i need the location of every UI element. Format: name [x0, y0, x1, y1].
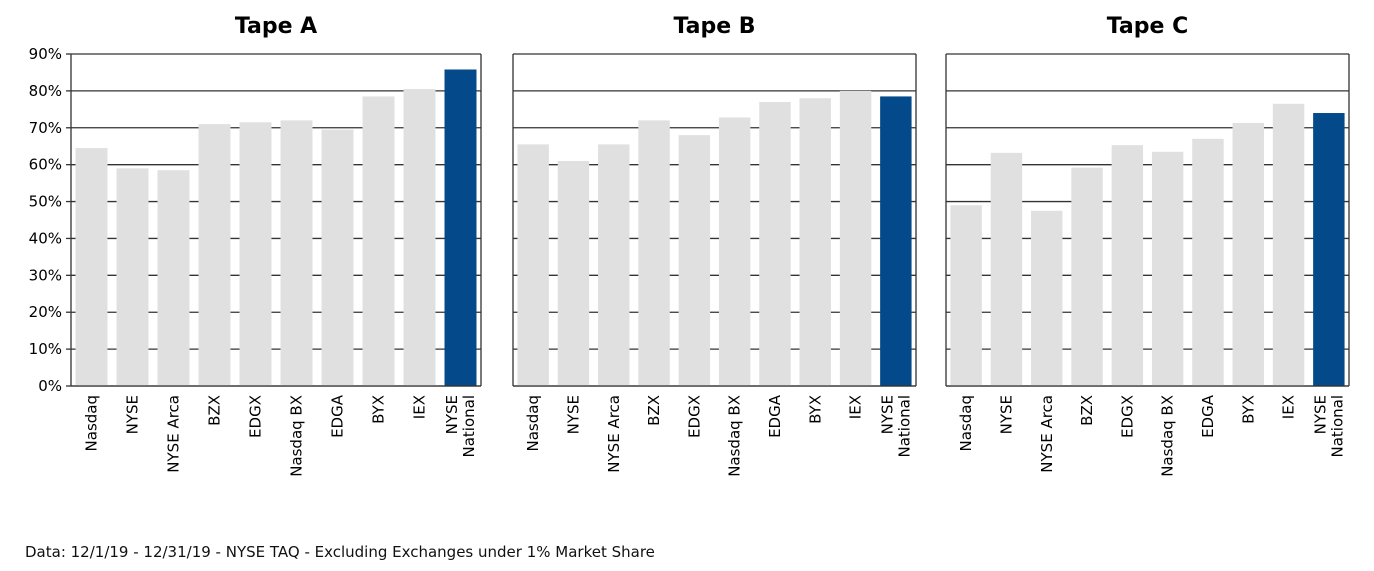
y-tick-label: 50%: [29, 193, 62, 211]
x-tick-label: EDGA: [329, 394, 347, 438]
bar-edga: [1192, 138, 1224, 386]
x-tick-label: NYSE Arca: [605, 395, 623, 473]
x-tick-label: BYX: [806, 395, 824, 424]
x-tick-label: IEX: [1280, 395, 1298, 419]
bar-edga: [759, 101, 791, 386]
x-tick-label: Nasdaq BX: [1159, 395, 1177, 477]
x-tick-label: National: [1328, 395, 1346, 458]
x-tick-label: Nasdaq: [83, 395, 101, 451]
x-tick-label: Nasdaq BX: [288, 395, 306, 477]
x-tick-label: EDGA: [766, 394, 784, 438]
chart-panel-1: Tape A 0% 10% 20% 30% 40% 50% 60% 70% 80% 90% Nasda…: [29, 14, 482, 477]
bar-nyse-national: [444, 69, 477, 386]
bar-bzx: [198, 124, 231, 386]
bar-nyse-arca: [157, 170, 190, 386]
bar-edga: [321, 129, 354, 386]
bar-nyse: [990, 152, 1023, 386]
chart-panel-3: Tape C Nasdaq NYSE NYSE Arca BZX EDGX Nasdaq B…: [945, 14, 1350, 477]
chart-title: Tape C: [1107, 14, 1189, 39]
x-tick-label: BZX: [645, 395, 663, 426]
x-tick-label: EDGX: [1118, 395, 1136, 438]
bar-bzx: [1071, 167, 1103, 386]
y-tick-label: 30%: [29, 266, 62, 284]
y-tick-label: 70%: [29, 119, 62, 137]
x-tick-label: NYSE: [997, 395, 1015, 434]
x-tick-label: Nasdaq BX: [726, 395, 744, 477]
bar-edgx: [1111, 145, 1144, 386]
bar-nasdaq-bx: [1151, 151, 1184, 386]
x-tick-label: IEX: [411, 395, 429, 419]
bar-iex: [839, 90, 872, 386]
bar-edgx: [239, 122, 272, 386]
x-tick-label: Nasdaq: [524, 395, 542, 451]
bar-edgx: [678, 135, 711, 386]
footnote: Data: 12/1/19 - 12/31/19 - NYSE TAQ - Ex…: [25, 543, 655, 561]
chart-panel-2: Tape B Nasdaq NYSE NYSE Arca BZX EDGX Nasdaq B…: [512, 14, 917, 477]
bar-bzx: [638, 120, 670, 387]
y-tick-label: 40%: [29, 229, 62, 247]
x-tick-label: NYSE Arca: [165, 395, 183, 473]
y-tick-label: 60%: [29, 156, 62, 174]
bar-byx: [799, 98, 831, 387]
x-tick-label: BYX: [370, 395, 388, 424]
bar-nyse: [557, 160, 590, 386]
x-tick-label: BYX: [1239, 395, 1257, 424]
y-tick-label: 0%: [38, 377, 62, 395]
y-tick-label: 20%: [29, 303, 62, 321]
bar-nyse-arca: [1031, 210, 1063, 386]
chart-title: Tape A: [235, 14, 317, 39]
bar-nasdaq: [950, 205, 982, 386]
bar-nyse-arca: [598, 144, 630, 386]
bar-iex: [1272, 103, 1305, 387]
bar-nyse-national: [1313, 113, 1345, 387]
bar-byx: [362, 96, 395, 386]
x-tick-label: NYSE: [443, 395, 461, 434]
x-tick-label: EDGA: [1199, 394, 1217, 438]
x-tick-label: EDGX: [685, 395, 703, 438]
bar-nasdaq: [75, 148, 108, 386]
bar-iex: [403, 89, 436, 387]
bar-nasdaq: [517, 144, 549, 386]
bar-nasdaq-bx: [718, 117, 751, 387]
x-tick-label: National: [895, 395, 913, 458]
bar-nyse: [116, 168, 149, 386]
x-tick-label: BZX: [206, 395, 224, 426]
bar-nasdaq-bx: [280, 120, 313, 387]
x-tick-label: Nasdaq: [957, 395, 975, 451]
x-tick-label: EDGX: [247, 395, 265, 438]
x-tick-label: BZX: [1078, 395, 1096, 426]
x-tick-label: NYSE Arca: [1038, 395, 1056, 473]
x-tick-label: NYSE: [1311, 395, 1329, 434]
bar-byx: [1232, 122, 1264, 386]
y-tick-label: 10%: [29, 340, 62, 358]
y-tick-label: 90%: [29, 45, 62, 63]
x-tick-label: NYSE: [564, 395, 582, 434]
x-tick-label: IEX: [847, 395, 865, 419]
chart-title: Tape B: [673, 14, 755, 39]
x-tick-label: NYSE: [878, 395, 896, 434]
x-tick-label: NYSE: [124, 395, 142, 434]
x-tick-label: National: [460, 395, 478, 458]
y-tick-label: 80%: [29, 82, 62, 100]
bar-nyse-national: [880, 96, 912, 386]
